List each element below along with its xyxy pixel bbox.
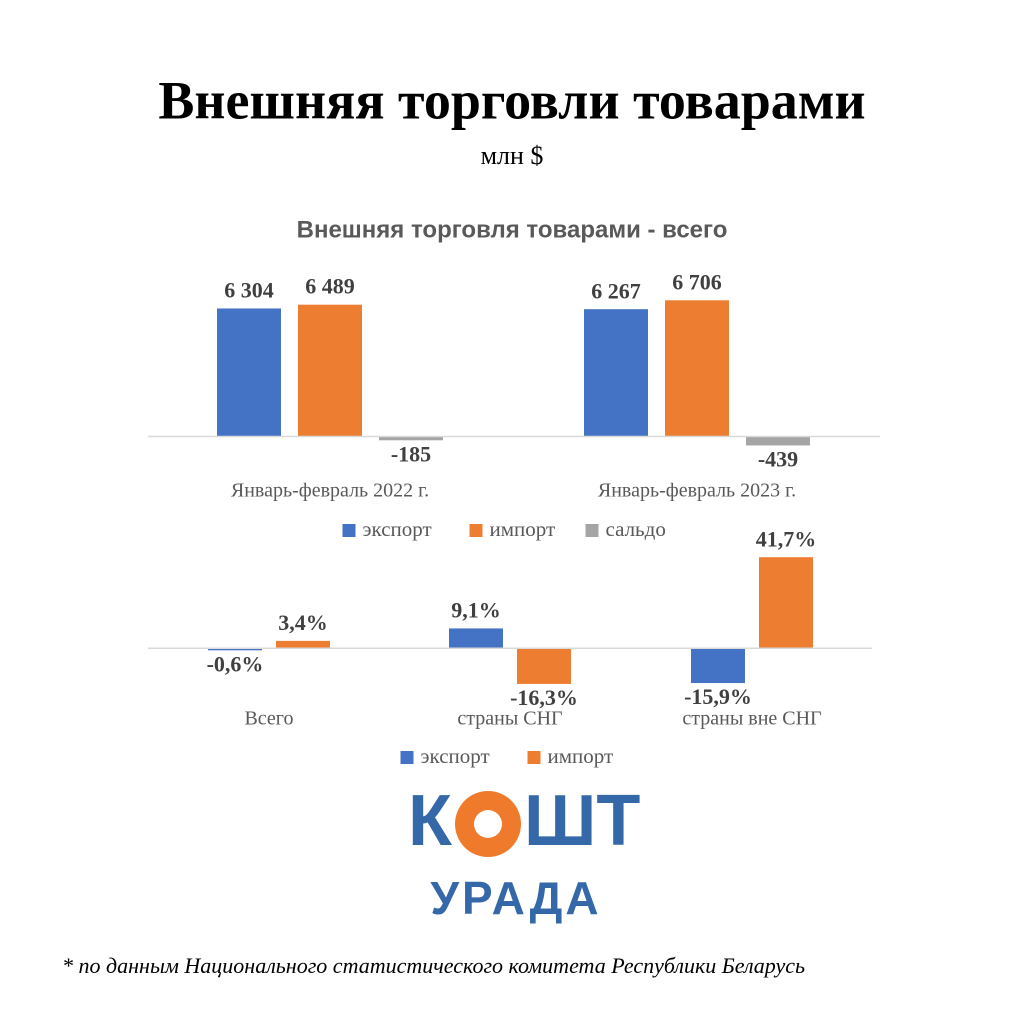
bar	[746, 436, 810, 446]
bar	[759, 557, 813, 649]
data-label: -0,6%	[207, 651, 264, 676]
data-label: 6 706	[672, 269, 722, 294]
title: Внешняя торговли товарами	[158, 70, 865, 130]
logo-right: ШТ	[524, 781, 640, 861]
x-tick-label: Январь-февраль 2022 г.	[231, 480, 429, 502]
bar	[208, 648, 262, 651]
bar	[379, 436, 443, 441]
bar	[298, 304, 362, 437]
bar	[691, 648, 745, 684]
data-label: 41,7%	[756, 526, 817, 551]
chart-title: Внешняя торговля товарами - всего	[297, 216, 728, 243]
logo-icon-center	[474, 810, 502, 838]
legend-label: сальдо	[606, 517, 666, 541]
bar	[217, 308, 281, 437]
legend-swatch	[469, 524, 483, 537]
x-tick-label: страны СНГ	[457, 708, 562, 730]
legend-label: экспорт	[421, 744, 490, 768]
data-label: 6 489	[305, 274, 355, 299]
bar	[449, 628, 503, 649]
subtitle: млн $	[481, 141, 544, 170]
data-label: -439	[758, 446, 798, 471]
logo-left: К	[408, 781, 453, 861]
x-tick-label: Январь-февраль 2023 г.	[598, 480, 796, 502]
data-label: -16,3%	[510, 685, 578, 710]
legend-label: импорт	[548, 744, 614, 768]
legend-swatch	[527, 751, 541, 764]
data-label: -15,9%	[684, 684, 752, 709]
data-label: -185	[391, 441, 431, 466]
data-label: 6 304	[224, 278, 274, 303]
legend-swatch	[400, 751, 414, 764]
x-tick-label: Всего	[244, 708, 293, 730]
x-tick-label: страны вне СНГ	[682, 708, 821, 730]
bar	[584, 309, 648, 437]
bar	[276, 640, 330, 649]
logo-bottom: УРАДА	[430, 872, 601, 924]
data-label: 9,1%	[451, 597, 501, 622]
legend-swatch	[585, 524, 599, 537]
legend-label: экспорт	[363, 517, 432, 541]
data-label: 6 267	[591, 278, 641, 303]
bar	[517, 648, 571, 684]
bar	[665, 300, 729, 437]
data-label: 3,4%	[278, 610, 328, 635]
footnote: * по данным Национального статистическог…	[62, 953, 805, 978]
logo: К ШТ УРАДА	[408, 781, 640, 924]
legend-label: импорт	[490, 517, 556, 541]
legend-swatch	[342, 524, 356, 537]
